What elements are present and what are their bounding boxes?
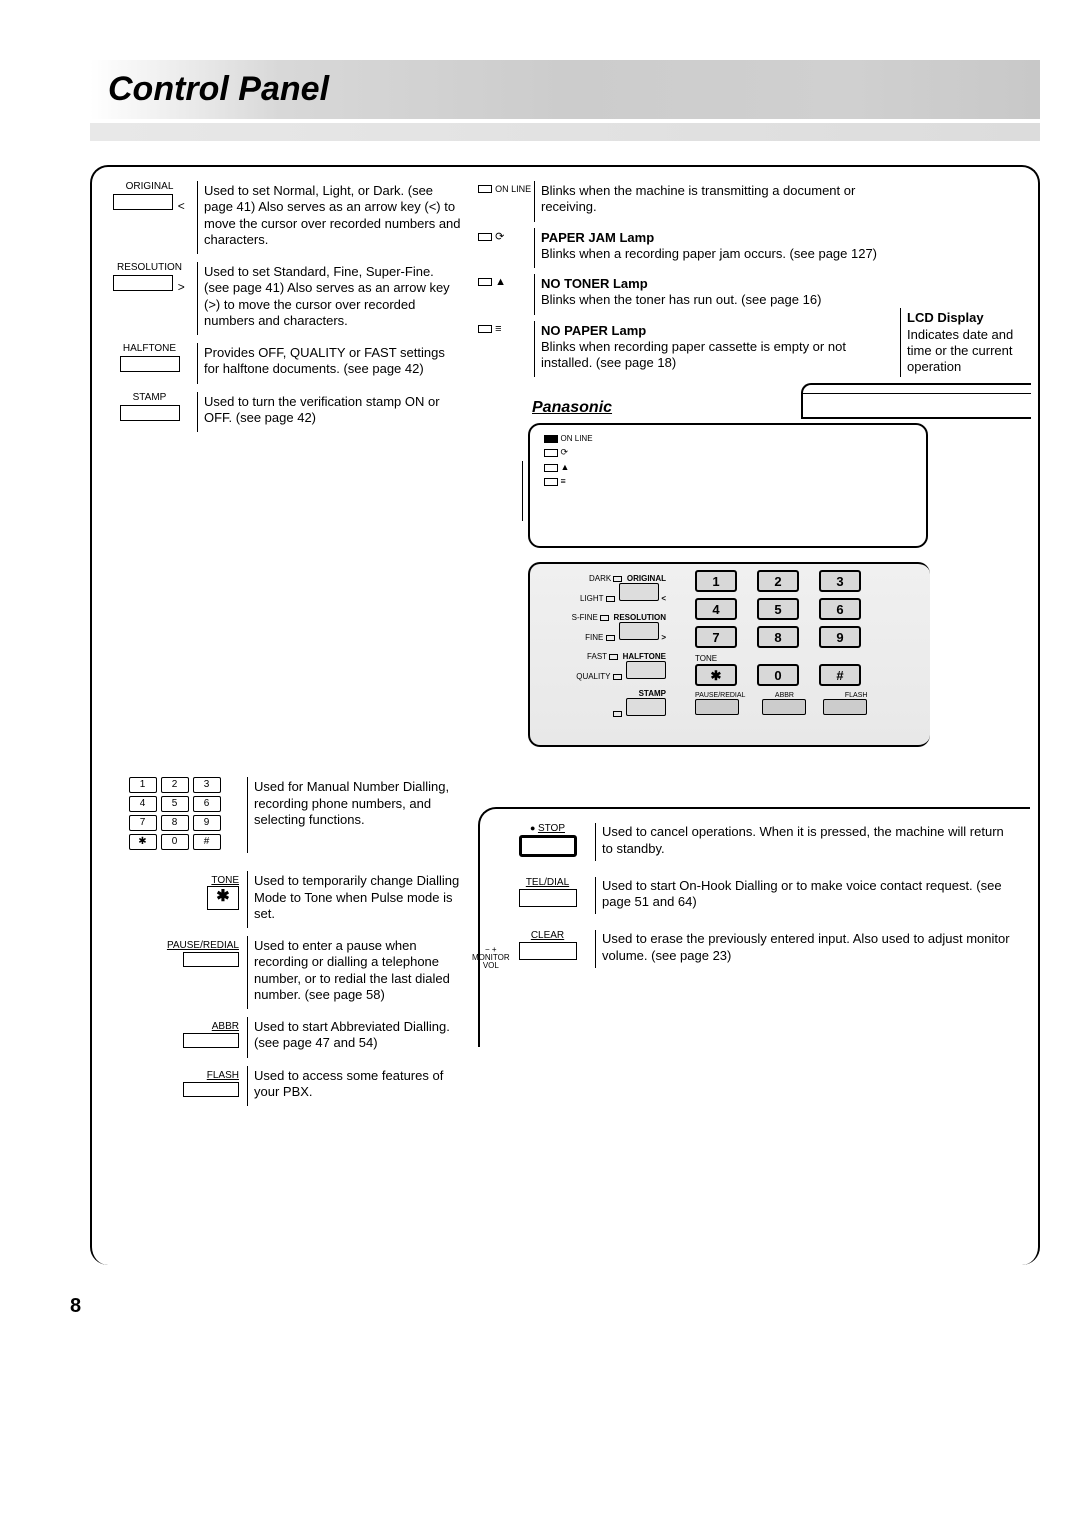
- desc-original: Used to set Normal, Light, or Dark. (see…: [197, 181, 466, 254]
- desc-keypad: Used for Manual Number Dialling, recordi…: [247, 777, 466, 853]
- upper-columns: ORIGINAL < Used to set Normal, Light, or…: [92, 181, 1038, 757]
- title-bar: Control Panel: [90, 60, 1040, 119]
- keybox-icon: [183, 1033, 239, 1048]
- key-resolution: RESOLUTION >: [102, 262, 197, 335]
- lamp-jam: ⟳ PAPER JAM LampBlinks when a recording …: [478, 228, 900, 269]
- keybox-icon: [183, 1082, 239, 1097]
- row-teldial: TEL/DIAL Used to start On-Hook Dialling …: [500, 877, 1022, 915]
- lcd-title: LCD Display: [907, 310, 984, 325]
- illus-key-hash: #: [819, 664, 861, 686]
- lamp-toner: ▲ NO TONER LampBlinks when the toner has…: [478, 274, 900, 315]
- illus-key-5: 5: [757, 598, 799, 620]
- illus-key-9: 9: [819, 626, 861, 648]
- lamp-toner-icon: ▲: [478, 274, 534, 315]
- row-stamp: STAMP Used to turn the verification stam…: [102, 392, 466, 433]
- row-flash: FLASH Used to access some features of yo…: [102, 1066, 466, 1107]
- lamp-toner-desc: NO TONER LampBlinks when the toner has r…: [534, 274, 900, 315]
- page: Control Panel ORIGINAL < Used to set Nor…: [0, 0, 1080, 1358]
- keybox-icon: [113, 194, 173, 210]
- keybox-icon: [120, 356, 180, 372]
- keypad-graphic: 123 456 789 ✱0#: [102, 777, 247, 853]
- desc-abbr: Used to start Abbreviated Dialling. (see…: [247, 1017, 466, 1058]
- lower-columns: 123 456 789 ✱0# Used for Manual Number D…: [92, 777, 1038, 1114]
- row-pause: PAUSE/REDIAL Used to enter a pause when …: [102, 936, 466, 1009]
- left-column: ORIGINAL < Used to set Normal, Light, or…: [92, 181, 472, 757]
- row-stop: ● STOP Used to cancel operations. When i…: [500, 823, 1022, 861]
- illus-key-panel: DARK ORIGINAL LIGHT < S-FINE RESOLUTION …: [528, 562, 930, 747]
- desc-stamp: Used to turn the verification stamp ON o…: [197, 392, 466, 433]
- title-subbar: [90, 123, 1040, 141]
- content-box: ORIGINAL < Used to set Normal, Light, or…: [90, 165, 1040, 1265]
- illus-key-star: ✱: [695, 664, 737, 686]
- desc-resolution: Used to set Standard, Fine, Super-Fine. …: [197, 262, 466, 335]
- lamp-jam-desc: PAPER JAM LampBlinks when a recording pa…: [534, 228, 900, 269]
- illus-lamp-list: ON LINE ⟳ ▲ ≡: [544, 433, 593, 490]
- desc-flash: Used to access some features of your PBX…: [247, 1066, 466, 1107]
- illus-key-2: 2: [757, 570, 799, 592]
- lamp-online: ON LINE Blinks when the machine is trans…: [478, 181, 900, 222]
- keybox-icon: [519, 942, 577, 960]
- illus-key-8: 8: [757, 626, 799, 648]
- illus-key-7: 7: [695, 626, 737, 648]
- lower-left: 123 456 789 ✱0# Used for Manual Number D…: [92, 777, 472, 1114]
- illus-lcd-icon: [801, 383, 1031, 419]
- row-keypad: 123 456 789 ✱0# Used for Manual Number D…: [102, 777, 466, 853]
- illus-key-1: 1: [695, 570, 737, 592]
- row-tone: TONE ✱ Used to temporarily change Dialli…: [102, 871, 466, 928]
- keybox-icon: [183, 952, 239, 967]
- right-button-box: ● STOP Used to cancel operations. When i…: [478, 807, 1030, 1047]
- label-original: ORIGINAL: [102, 181, 197, 192]
- page-number: 8: [70, 1295, 1040, 1318]
- arrow-left-icon: <: [176, 199, 186, 213]
- key-original: ORIGINAL <: [102, 181, 197, 254]
- desc-clear: Used to erase the previously entered inp…: [595, 930, 1022, 968]
- illus-key-4: 4: [695, 598, 737, 620]
- right-column: ON LINE Blinks when the machine is trans…: [472, 181, 1038, 757]
- label-stamp: STAMP: [102, 392, 197, 403]
- lcd-desc: LCD Display Indicates date and time or t…: [900, 308, 1030, 377]
- lamp-online-icon: ON LINE: [478, 181, 534, 222]
- desc-stop: Used to cancel operations. When it is pr…: [595, 823, 1022, 861]
- lamp-online-desc: Blinks when the machine is transmitting …: [534, 181, 900, 222]
- star-icon: ✱: [207, 886, 239, 910]
- keybox-icon: [120, 405, 180, 421]
- row-original: ORIGINAL < Used to set Normal, Light, or…: [102, 181, 466, 254]
- illus-key-3: 3: [819, 570, 861, 592]
- row-clear: CLEAR − +MONITORVOL Used to erase the pr…: [500, 930, 1022, 968]
- brand-label: Panasonic: [532, 399, 612, 417]
- key-flash: FLASH: [102, 1066, 247, 1107]
- desc-pause: Used to enter a pause when recording or …: [247, 936, 466, 1009]
- key-stamp: STAMP: [102, 392, 197, 433]
- key-stop: ● STOP: [500, 823, 595, 861]
- panel-illustration: Panasonic ON LINE ⟳ ▲ ≡: [518, 423, 1030, 747]
- page-title: Control Panel: [108, 70, 329, 108]
- label-halftone: HALFTONE: [102, 343, 197, 354]
- label-resolution: RESOLUTION: [102, 262, 197, 273]
- keybox-icon: [519, 889, 577, 907]
- lower-right: ● STOP Used to cancel operations. When i…: [472, 777, 1038, 1114]
- row-resolution: RESOLUTION > Used to set Standard, Fine,…: [102, 262, 466, 335]
- lamp-paper-desc: NO PAPER LampBlinks when recording paper…: [534, 321, 900, 378]
- stop-button-icon: [519, 835, 577, 857]
- desc-halftone: Provides OFF, QUALITY or FAST settings f…: [197, 343, 466, 384]
- illus-lamp-panel: ON LINE ⟳ ▲ ≡: [528, 423, 928, 548]
- illus-key-0: 0: [757, 664, 799, 686]
- lamp-paper: ≡ NO PAPER LampBlinks when recording pap…: [478, 321, 900, 378]
- lamp-paper-icon: ≡: [478, 321, 534, 378]
- key-clear: CLEAR − +MONITORVOL: [500, 930, 595, 968]
- keybox-icon: [113, 275, 173, 291]
- key-teldial: TEL/DIAL: [500, 877, 595, 915]
- key-abbr: ABBR: [102, 1017, 247, 1058]
- key-halftone: HALFTONE: [102, 343, 197, 384]
- lcd-text: Indicates date and time or the current o…: [907, 327, 1013, 375]
- illus-key-6: 6: [819, 598, 861, 620]
- row-abbr: ABBR Used to start Abbreviated Dialling.…: [102, 1017, 466, 1058]
- desc-tone: Used to temporarily change Dialling Mode…: [247, 871, 466, 928]
- key-pause: PAUSE/REDIAL: [102, 936, 247, 1009]
- lamp-jam-icon: ⟳: [478, 228, 534, 269]
- key-tone: TONE ✱: [102, 871, 247, 928]
- row-halftone: HALFTONE Provides OFF, QUALITY or FAST s…: [102, 343, 466, 384]
- desc-teldial: Used to start On-Hook Dialling or to mak…: [595, 877, 1022, 915]
- arrow-right-icon: >: [176, 280, 186, 294]
